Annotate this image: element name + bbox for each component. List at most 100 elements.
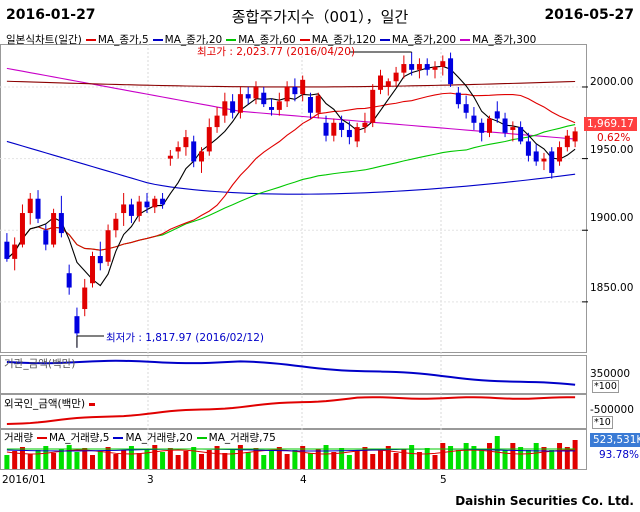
volume-bar — [160, 452, 166, 469]
volume-bar — [175, 455, 181, 469]
volume-panel-frame — [0, 429, 587, 470]
change-percent: 0.62% — [597, 132, 631, 144]
volume-bar — [510, 443, 516, 469]
candle-body — [502, 118, 508, 133]
candle-body — [572, 131, 578, 142]
legend-swatch — [460, 39, 471, 41]
ma200-line — [6, 140, 576, 195]
candle-body — [564, 135, 570, 148]
candle-body — [424, 64, 430, 70]
candle-body — [284, 86, 290, 102]
volume-bar — [35, 450, 41, 469]
candle-body — [136, 201, 142, 216]
candle-body — [269, 107, 275, 110]
candle-body — [206, 127, 212, 152]
candle-body — [245, 94, 251, 99]
volume-bar — [43, 446, 49, 469]
candle-body — [152, 198, 158, 208]
candle-body — [370, 89, 376, 123]
candle-body — [416, 64, 422, 70]
volume-bar — [323, 445, 329, 469]
price-tick: 1850.00 — [590, 282, 634, 294]
candle-body — [261, 92, 267, 105]
volume-bar — [307, 453, 313, 469]
volume-bar — [479, 450, 485, 469]
candle-body — [432, 66, 438, 70]
candle-body — [198, 151, 204, 162]
candle-body — [510, 127, 516, 130]
candle-body — [74, 316, 80, 334]
foreign-axis-top: -500000 — [590, 404, 634, 416]
candle-body — [27, 198, 33, 214]
volume-legend: 거래량 MA_거래량,5 MA_거래량,20 MA_거래량,75 — [4, 432, 276, 444]
candle-body — [300, 79, 306, 95]
candle-body — [339, 122, 345, 130]
volume-bar — [261, 455, 267, 469]
candle-body — [105, 230, 111, 262]
legend-item: MA_종가,200 — [376, 34, 456, 46]
volume-bar — [354, 451, 360, 469]
end-date: 2016-05-27 — [544, 7, 634, 23]
volume-bar — [518, 447, 524, 469]
candle-body — [35, 198, 41, 219]
candle-body — [479, 122, 485, 133]
candle-body — [518, 127, 524, 142]
candle-body — [440, 61, 446, 67]
legend-item: MA_종가,5 — [82, 34, 149, 46]
institution-line — [6, 359, 576, 386]
volume-bar — [136, 453, 142, 469]
volume-bar — [152, 445, 158, 469]
volume-bar — [362, 447, 368, 469]
legend-swatch — [379, 39, 390, 41]
candle-body — [409, 64, 415, 70]
candle-body — [486, 118, 492, 133]
candle-body — [346, 129, 352, 138]
volume-bar — [292, 450, 298, 469]
candle-body — [230, 101, 236, 113]
volume-bar — [533, 443, 539, 469]
month-label: 5 — [440, 474, 447, 486]
volume-bar — [245, 452, 251, 469]
candle-body — [167, 155, 173, 159]
volume-bar — [66, 445, 72, 469]
candle-body — [401, 64, 407, 73]
candle-body — [362, 122, 368, 128]
current-price-badge: 1,969.17 — [584, 117, 637, 131]
ma20-line — [6, 92, 576, 260]
volume-bar — [378, 450, 384, 469]
candle-body — [90, 256, 96, 284]
candle-body — [471, 115, 477, 123]
candle-body — [292, 86, 298, 95]
price-panel-frame — [0, 44, 587, 353]
candle-body — [82, 287, 88, 310]
legend-item: MA_종가,120 — [296, 34, 376, 46]
candle-body — [43, 230, 49, 245]
institution-axis-top: 350000 — [590, 368, 631, 380]
high-price-annotation: 최고가 : 2,023.77 (2016/04/20) — [197, 46, 355, 58]
candle-body — [144, 201, 150, 208]
candle-body — [557, 147, 563, 162]
price-tick: 1900.00 — [590, 212, 634, 224]
chart-title: 종합주가지수（001），일간 — [231, 8, 409, 26]
candle-body — [237, 94, 243, 113]
ma5-line — [6, 65, 576, 287]
volume-bar — [58, 449, 64, 469]
legend-item: MA_종가,300 — [456, 34, 536, 46]
institution-panel-frame — [0, 355, 587, 394]
volume-bar — [51, 453, 57, 469]
volume-bar — [206, 450, 212, 469]
price-tick: 1950.00 — [590, 144, 634, 156]
volume-bar — [222, 453, 228, 469]
candle-body — [113, 218, 119, 231]
foreign-panel-label: 외국인_금액(백만) — [4, 396, 97, 411]
volume-bar — [393, 453, 399, 469]
volume-bar — [572, 440, 578, 469]
volume-bar — [525, 450, 531, 469]
volume-bar — [339, 448, 345, 469]
candle-body — [19, 213, 25, 245]
candle-body — [276, 101, 282, 110]
candle-body — [307, 97, 313, 113]
month-label: 2016/01 — [2, 474, 46, 486]
volume-bar — [300, 446, 306, 469]
